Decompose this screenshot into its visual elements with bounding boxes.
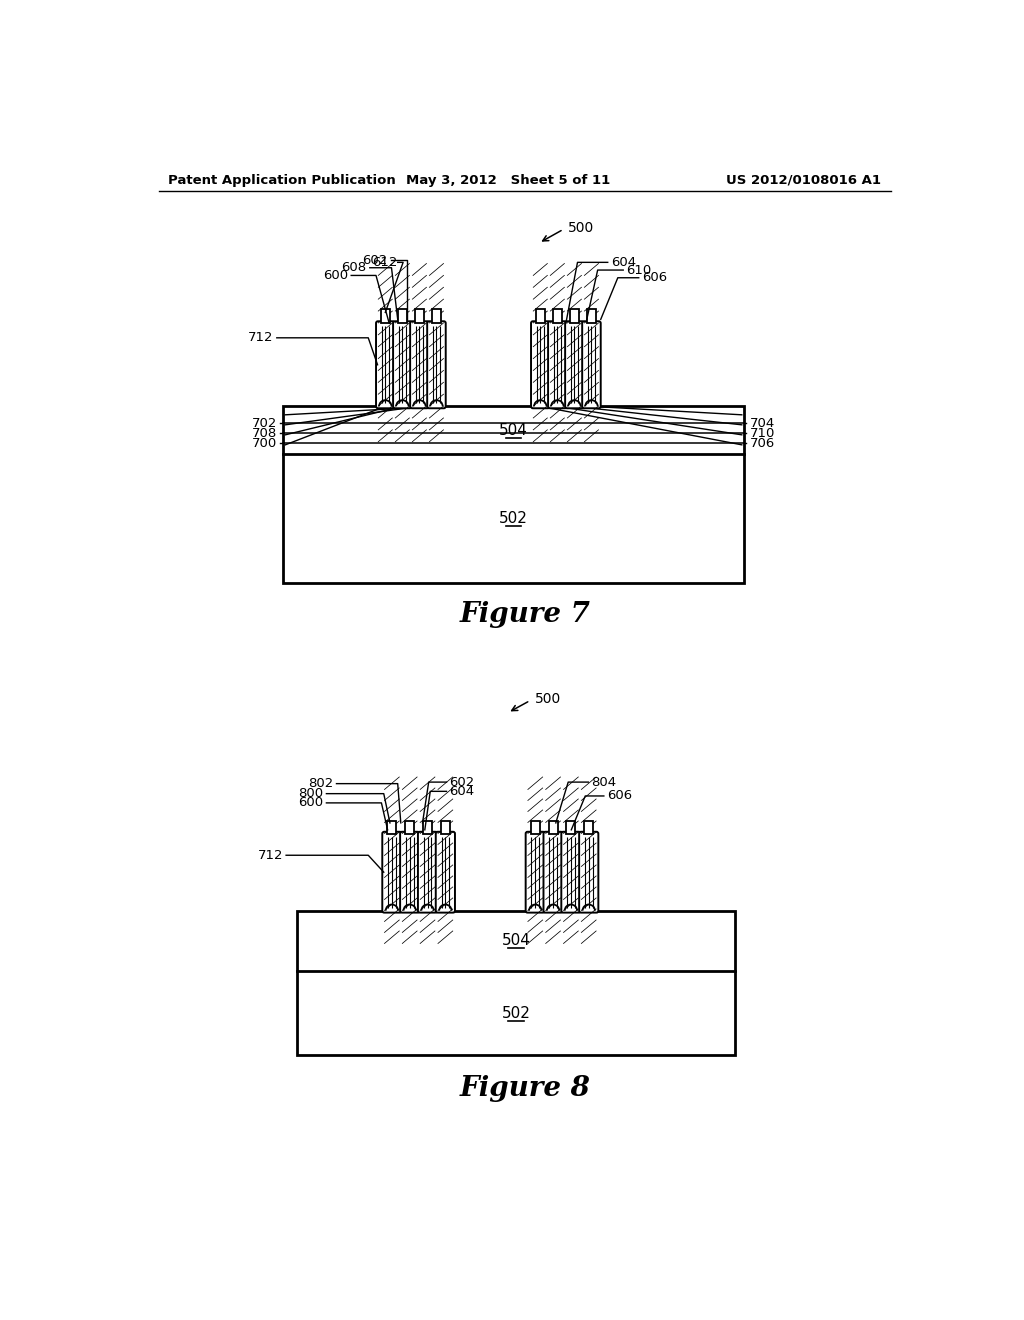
FancyBboxPatch shape (580, 832, 598, 912)
Text: 702: 702 (252, 417, 276, 430)
Text: 802: 802 (308, 777, 334, 791)
FancyBboxPatch shape (544, 832, 563, 912)
Text: 706: 706 (750, 437, 775, 450)
Text: 712: 712 (257, 849, 283, 862)
Text: 602: 602 (450, 776, 475, 788)
Bar (536, 309, 545, 323)
Text: Figure 7: Figure 7 (460, 601, 590, 628)
Text: 712: 712 (248, 331, 273, 345)
Text: 610: 610 (627, 264, 651, 277)
Bar (530, 821, 540, 834)
Bar (553, 309, 561, 323)
Text: Figure 8: Figure 8 (460, 1074, 590, 1102)
Text: 602: 602 (362, 253, 388, 267)
Text: 704: 704 (750, 417, 775, 430)
Bar (297, 911, 735, 1056)
Bar (406, 821, 414, 834)
Text: 500: 500 (535, 692, 561, 706)
FancyBboxPatch shape (393, 321, 412, 408)
Text: 502: 502 (502, 1006, 530, 1020)
Bar (283, 407, 744, 583)
FancyBboxPatch shape (376, 321, 394, 408)
FancyBboxPatch shape (418, 832, 437, 912)
Bar (587, 309, 596, 323)
Text: 606: 606 (607, 789, 632, 803)
Text: 600: 600 (323, 269, 348, 282)
Bar (566, 821, 575, 834)
FancyBboxPatch shape (436, 832, 455, 912)
Text: 604: 604 (450, 785, 475, 797)
Text: Patent Application Publication: Patent Application Publication (168, 174, 396, 187)
Text: 608: 608 (342, 261, 367, 275)
Bar (570, 309, 579, 323)
FancyBboxPatch shape (525, 832, 545, 912)
Text: 804: 804 (592, 776, 616, 788)
Text: May 3, 2012   Sheet 5 of 11: May 3, 2012 Sheet 5 of 11 (406, 174, 610, 187)
Bar (387, 821, 396, 834)
FancyBboxPatch shape (400, 832, 419, 912)
Text: 604: 604 (611, 256, 636, 269)
Text: 612: 612 (373, 256, 397, 269)
Text: 504: 504 (502, 933, 530, 948)
Text: 710: 710 (750, 426, 775, 440)
Text: 700: 700 (252, 437, 276, 450)
Text: 606: 606 (642, 271, 667, 284)
Bar (423, 821, 432, 834)
FancyBboxPatch shape (565, 321, 584, 408)
FancyBboxPatch shape (531, 321, 550, 408)
Bar (398, 309, 407, 323)
Bar (415, 309, 424, 323)
Text: 500: 500 (568, 220, 595, 235)
FancyBboxPatch shape (548, 321, 566, 408)
Text: 504: 504 (499, 422, 528, 438)
Bar (585, 821, 593, 834)
FancyBboxPatch shape (382, 832, 401, 912)
Text: US 2012/0108016 A1: US 2012/0108016 A1 (726, 174, 882, 187)
Bar (549, 821, 557, 834)
FancyBboxPatch shape (427, 321, 445, 408)
Bar (441, 821, 450, 834)
Text: 708: 708 (252, 426, 276, 440)
Bar (432, 309, 440, 323)
FancyBboxPatch shape (411, 321, 429, 408)
FancyBboxPatch shape (583, 321, 601, 408)
Text: 600: 600 (298, 796, 324, 809)
Bar (381, 309, 389, 323)
Text: 800: 800 (298, 787, 324, 800)
Text: 502: 502 (499, 511, 528, 527)
FancyBboxPatch shape (561, 832, 581, 912)
